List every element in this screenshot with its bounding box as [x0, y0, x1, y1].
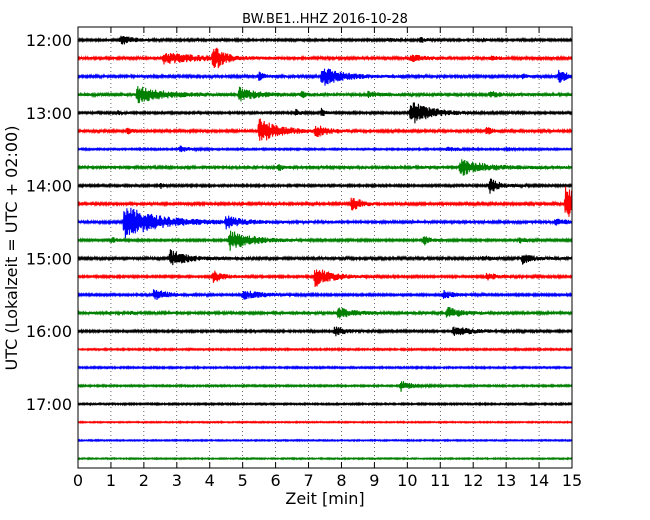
y-tick-label: 15:00 — [26, 249, 72, 268]
trace-line — [78, 159, 572, 176]
trace-line — [78, 207, 572, 239]
trace-line — [78, 102, 572, 124]
x-tick-label: 14 — [529, 471, 549, 490]
x-tick-label: 2 — [139, 471, 149, 490]
y-tick-label: 13:00 — [26, 104, 72, 123]
x-tick-label: 4 — [205, 471, 215, 490]
chart-title: BW.BE1..HHZ 2016-10-28 — [242, 12, 408, 27]
x-tick-label: 8 — [336, 471, 346, 490]
trace-line — [78, 381, 572, 392]
trace-line — [78, 145, 572, 153]
x-tick-label: 3 — [172, 471, 182, 490]
trace-line — [78, 269, 572, 288]
x-tick-label: 13 — [496, 471, 516, 490]
trace-line — [78, 178, 572, 194]
x-tick-label: 15 — [562, 471, 582, 490]
x-tick-label: 5 — [238, 471, 248, 490]
y-tick-label: 16:00 — [26, 322, 72, 341]
x-tick-label: 9 — [369, 471, 379, 490]
trace-line — [78, 35, 572, 45]
x-tick-label: 1 — [106, 471, 116, 490]
trace-line — [78, 420, 572, 425]
trace-line — [78, 346, 572, 353]
trace-line — [78, 118, 572, 141]
trace-line — [78, 364, 572, 371]
trace-line — [78, 47, 572, 69]
x-tick-label: 0 — [73, 471, 83, 490]
trace-line — [78, 86, 572, 104]
x-axis-ticks: 0 1 2 3 4 5 6 7 8 9 10 11 12 13 14 15 — [73, 27, 582, 490]
x-tick-label: 10 — [397, 471, 417, 490]
trace-line — [78, 289, 572, 301]
plot-frame — [77, 26, 573, 469]
grid-lines — [110, 27, 540, 468]
trace-line — [78, 438, 572, 443]
y-tick-label: 14:00 — [26, 177, 72, 196]
y-tick-label: 17:00 — [26, 395, 72, 414]
traces — [78, 35, 572, 461]
trace-line — [78, 230, 572, 251]
trace-line — [78, 186, 572, 217]
trace-line — [78, 401, 572, 407]
trace-line — [78, 306, 572, 319]
x-tick-label: 6 — [271, 471, 281, 490]
x-tick-label: 7 — [303, 471, 313, 490]
trace-line — [78, 249, 572, 266]
plot-area — [78, 27, 572, 468]
y-axis-label: UTC (Lokalzeit = UTC + 02:00) — [2, 126, 21, 371]
x-tick-label: 11 — [430, 471, 450, 490]
trace-line — [78, 68, 572, 86]
y-tick-label: 12:00 — [26, 31, 72, 50]
x-tick-label: 12 — [463, 471, 483, 490]
trace-line — [78, 456, 572, 461]
x-axis-label: Zeit [min] — [285, 489, 364, 508]
trace-line — [78, 326, 572, 337]
y-axis-ticks: 12:00 13:00 14:00 15:00 16:00 17:00 — [26, 31, 572, 414]
